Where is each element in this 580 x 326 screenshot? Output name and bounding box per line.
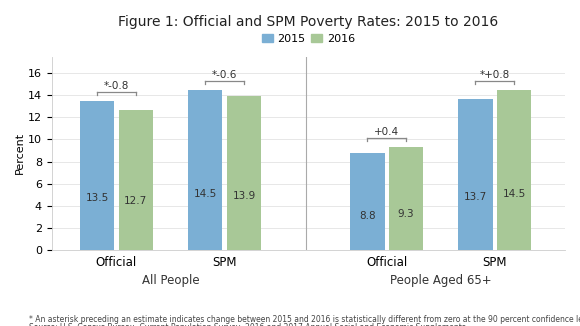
- Bar: [350, 153, 385, 250]
- Bar: [188, 90, 222, 250]
- Bar: [389, 147, 423, 250]
- Text: *-0.8: *-0.8: [104, 81, 129, 91]
- Text: People Aged 65+: People Aged 65+: [390, 274, 491, 287]
- Text: 9.3: 9.3: [398, 209, 415, 219]
- Bar: [227, 96, 262, 250]
- Text: All People: All People: [142, 274, 200, 287]
- Text: 13.5: 13.5: [85, 193, 108, 203]
- Y-axis label: Percent: Percent: [15, 132, 25, 174]
- Text: 12.7: 12.7: [124, 196, 147, 206]
- Text: * An asterisk preceding an estimate indicates change between 2015 and 2016 is st: * An asterisk preceding an estimate indi…: [29, 315, 580, 324]
- Text: 13.7: 13.7: [463, 192, 487, 202]
- Title: Figure 1: Official and SPM Poverty Rates: 2015 to 2016: Figure 1: Official and SPM Poverty Rates…: [118, 15, 498, 29]
- Bar: [79, 101, 114, 250]
- Text: +0.4: +0.4: [374, 127, 399, 137]
- Text: Source: U.S. Census Bureau, Current Population Survey, 2016 and 2017 Annual Soci: Source: U.S. Census Bureau, Current Popu…: [29, 323, 468, 326]
- Bar: [458, 98, 492, 250]
- Bar: [497, 90, 531, 250]
- Bar: [119, 110, 153, 250]
- Text: *+0.8: *+0.8: [480, 70, 510, 80]
- Legend: 2015, 2016: 2015, 2016: [258, 29, 359, 48]
- Text: 8.8: 8.8: [359, 211, 375, 221]
- Text: 14.5: 14.5: [194, 189, 217, 199]
- Text: 14.5: 14.5: [503, 189, 526, 199]
- Text: *-0.6: *-0.6: [212, 70, 237, 80]
- Text: 13.9: 13.9: [233, 191, 256, 201]
